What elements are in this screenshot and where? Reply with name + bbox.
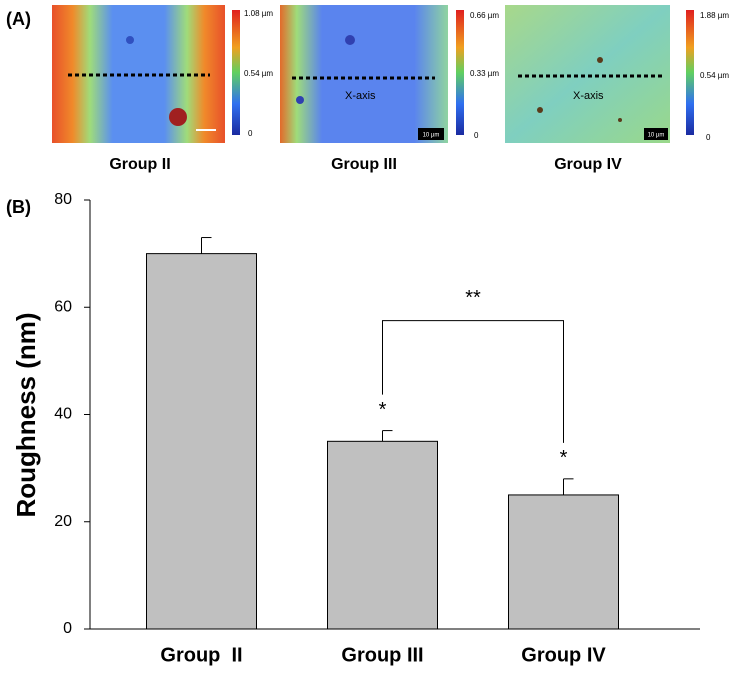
bar bbox=[508, 494, 619, 630]
comparison-bracket bbox=[382, 320, 564, 443]
image-caption: Group II bbox=[109, 156, 170, 173]
image-caption: Group III bbox=[331, 156, 397, 173]
image-caption: Group IV bbox=[554, 156, 622, 173]
scale-bar-label: 10 µm bbox=[423, 133, 440, 139]
colorbar-mid: 0.33 µm bbox=[470, 69, 499, 78]
colorbar-max: 0.66 µm bbox=[470, 11, 499, 20]
x-tick-label: Group II bbox=[160, 644, 242, 666]
bar bbox=[327, 440, 438, 630]
panel-label: (A) bbox=[6, 9, 31, 29]
colorbar-min: 0 bbox=[474, 131, 479, 140]
axis-text: X-axis bbox=[573, 90, 604, 102]
comparison-label: ** bbox=[465, 287, 481, 309]
image-3 bbox=[505, 5, 694, 143]
scale-bar-label: 10 µm bbox=[648, 133, 665, 139]
colorbar-min: 0 bbox=[248, 129, 253, 138]
colorbar-max: 1.08 µm bbox=[244, 9, 273, 18]
colorbar-mid: 0.54 µm bbox=[700, 71, 729, 80]
y-axis-label: Roughness (nm) bbox=[11, 312, 41, 517]
y-tick-label: 80 bbox=[54, 191, 72, 208]
panel-label: (B) bbox=[6, 197, 31, 217]
significance-mark: * bbox=[379, 399, 387, 421]
colorbar-max: 1.88 µm bbox=[700, 11, 729, 20]
significance-mark: * bbox=[560, 447, 568, 469]
bar bbox=[146, 253, 257, 630]
y-tick-label: 0 bbox=[63, 620, 72, 637]
image-1 bbox=[52, 5, 240, 143]
x-tick-label: Group IV bbox=[521, 644, 606, 666]
y-tick-label: 20 bbox=[54, 513, 72, 530]
colorbar-min: 0 bbox=[706, 133, 711, 142]
colorbar-mid: 0.54 µm bbox=[244, 69, 273, 78]
image-2 bbox=[280, 5, 464, 143]
x-tick-label: Group III bbox=[341, 644, 423, 666]
y-tick-label: 40 bbox=[54, 406, 72, 423]
y-tick-label: 60 bbox=[54, 298, 72, 315]
axis-text: X-axis bbox=[345, 90, 376, 102]
